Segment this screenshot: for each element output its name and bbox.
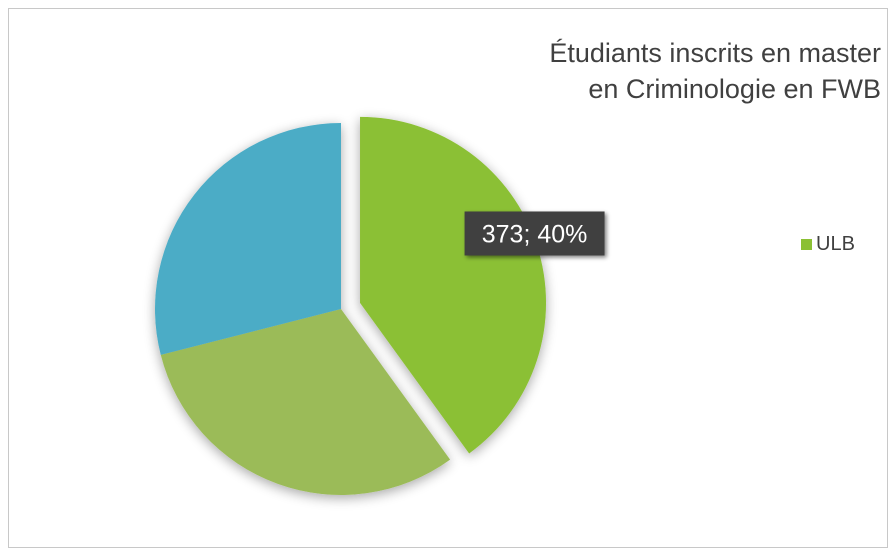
legend-swatch-ulb	[801, 239, 812, 250]
pie-slice-2	[160, 309, 451, 496]
pie-slice-ulb	[360, 116, 547, 454]
chart-title-line-2: en Criminologie en FWB	[588, 74, 881, 104]
pie-slice-3	[154, 123, 341, 355]
chart-title: Étudiants inscrits en master en Criminol…	[549, 35, 881, 107]
data-label-text: 373; 40%	[482, 220, 588, 248]
data-label-ulb: 373; 40%	[464, 211, 605, 256]
chart-title-line-1: Étudiants inscrits en master	[549, 38, 881, 68]
legend-label-ulb: ULB	[816, 233, 855, 255]
legend: ULB	[801, 233, 855, 256]
